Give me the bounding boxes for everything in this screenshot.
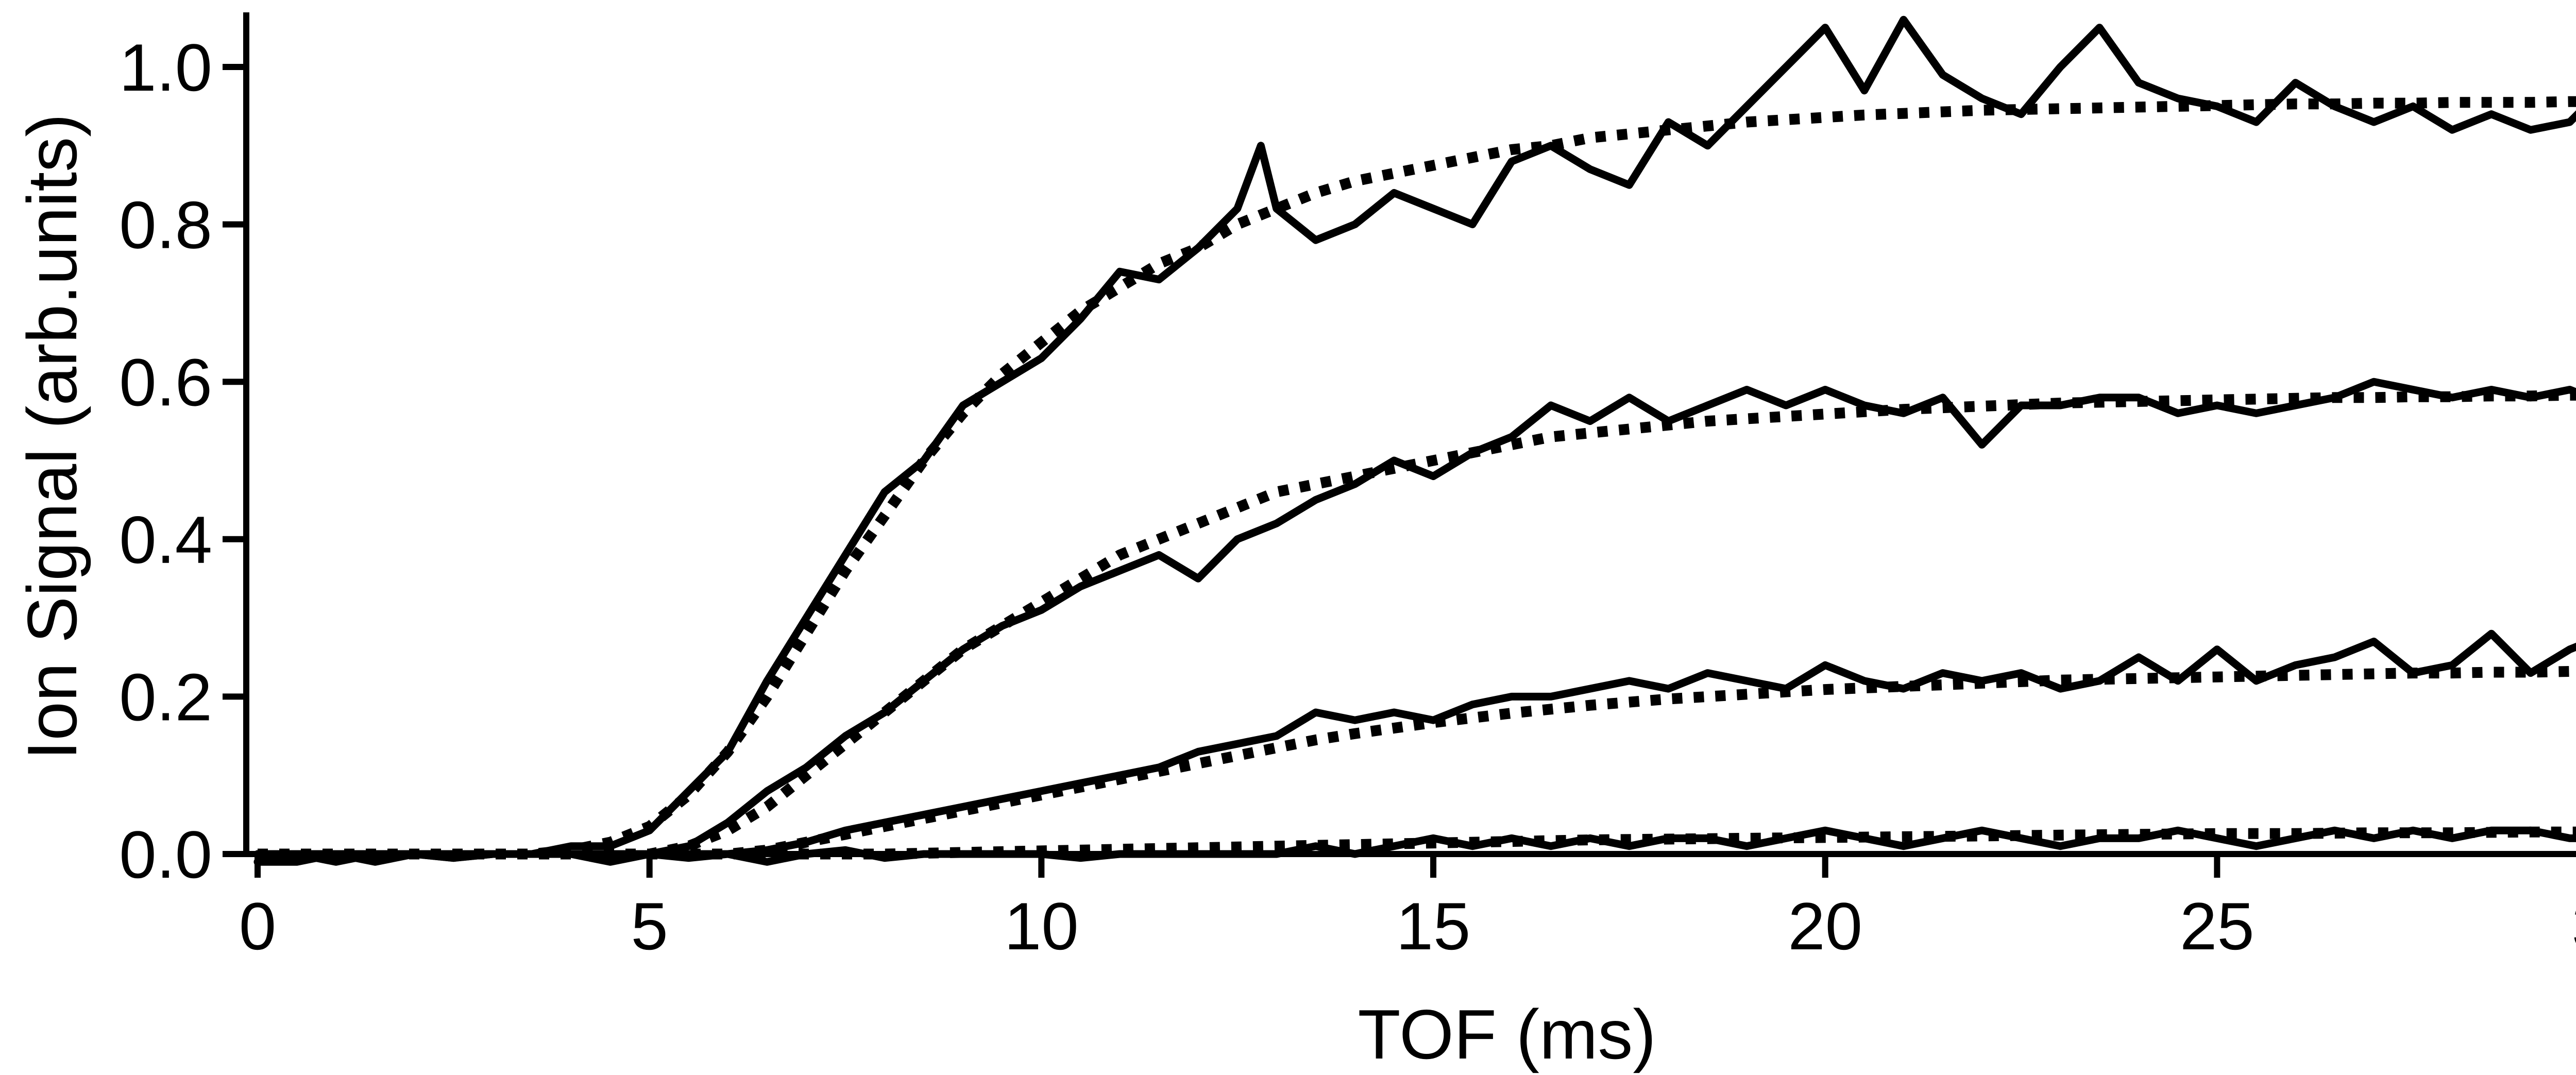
x-tick-label-2: 10 [1004, 889, 1079, 964]
signal-trace-4 [253, 629, 2576, 858]
x-axis-title: TOF (ms) [1358, 995, 1656, 1073]
series-layer [253, 15, 2576, 866]
y-tick-label-3: 0.6 [119, 345, 212, 420]
x-tick-label-1: 5 [631, 889, 668, 964]
y-axis-title: Ion Signal (arb.units) [13, 114, 91, 760]
y-tick-label-1: 0.2 [119, 659, 212, 735]
y-tick-label-4: 0.8 [119, 187, 212, 263]
x-tick-label-4: 20 [1788, 889, 1862, 964]
fit-curve-1 [258, 96, 2576, 860]
y-tick-label-2: 0.4 [119, 502, 212, 577]
x-tick-label-3: 15 [1396, 889, 1471, 964]
y-tick-label-5: 1.0 [119, 30, 212, 105]
y-tick-label-0: 0.0 [119, 817, 212, 892]
axes-layer [243, 12, 2576, 857]
signal-trace-2 [253, 378, 2576, 858]
x-tick-label-6: 30 [2572, 889, 2576, 964]
x-tick-label-0: 0 [239, 889, 276, 964]
ticks-layer: 0 5 10 15 20 25 30 0.0 0.2 0.4 0.6 0.8 1.0 [119, 30, 2576, 964]
x-tick-label-5: 25 [2180, 889, 2255, 964]
fit-curve-3 [258, 389, 2576, 860]
fit-curve-5 [258, 666, 2576, 860]
signal-trace-0 [253, 15, 2576, 866]
